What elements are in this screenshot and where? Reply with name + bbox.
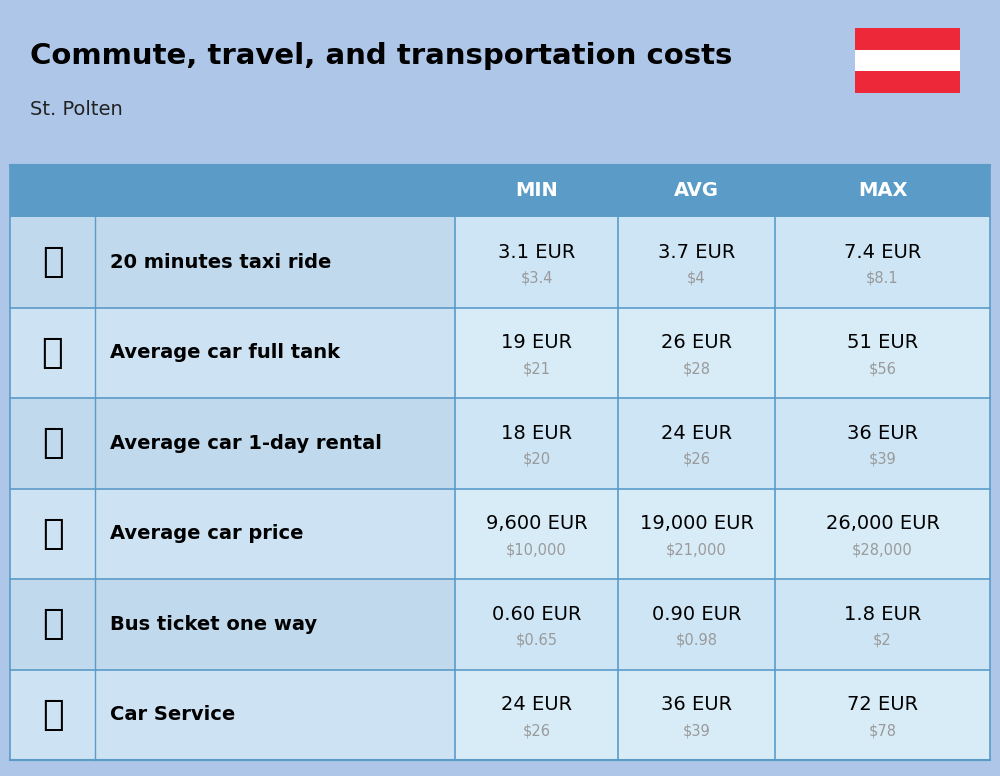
Bar bbox=[455, 670, 990, 760]
Text: $4: $4 bbox=[687, 271, 706, 286]
Text: MAX: MAX bbox=[858, 182, 907, 200]
Text: $28: $28 bbox=[682, 362, 710, 376]
Bar bbox=[10, 165, 990, 217]
Text: $2: $2 bbox=[873, 632, 892, 648]
Bar bbox=[855, 71, 960, 93]
Text: 🚖: 🚖 bbox=[42, 245, 63, 279]
Text: 18 EUR: 18 EUR bbox=[501, 424, 572, 443]
Text: 🚗: 🚗 bbox=[42, 517, 63, 551]
Text: $0.98: $0.98 bbox=[676, 632, 718, 648]
Bar bbox=[10, 670, 455, 760]
Text: 7.4 EUR: 7.4 EUR bbox=[844, 243, 921, 262]
Text: St. Polten: St. Polten bbox=[30, 100, 123, 119]
Text: 9,600 EUR: 9,600 EUR bbox=[486, 514, 587, 533]
Text: Bus ticket one way: Bus ticket one way bbox=[110, 615, 317, 634]
Bar bbox=[455, 489, 990, 579]
Text: $26: $26 bbox=[522, 723, 550, 738]
Text: $39: $39 bbox=[869, 452, 896, 466]
Text: $10,000: $10,000 bbox=[506, 542, 567, 557]
Text: 0.60 EUR: 0.60 EUR bbox=[492, 605, 581, 624]
Bar bbox=[10, 579, 455, 670]
Text: Commute, travel, and transportation costs: Commute, travel, and transportation cost… bbox=[30, 42, 732, 70]
Text: 19 EUR: 19 EUR bbox=[501, 333, 572, 352]
Text: 3.7 EUR: 3.7 EUR bbox=[658, 243, 735, 262]
Text: MIN: MIN bbox=[515, 182, 558, 200]
Text: 🚌: 🚌 bbox=[42, 608, 63, 641]
Text: $39: $39 bbox=[683, 723, 710, 738]
Bar bbox=[10, 489, 455, 579]
Text: 36 EUR: 36 EUR bbox=[847, 424, 918, 443]
Text: 24 EUR: 24 EUR bbox=[661, 424, 732, 443]
Text: 24 EUR: 24 EUR bbox=[501, 695, 572, 714]
Text: $21,000: $21,000 bbox=[666, 542, 727, 557]
Text: $26: $26 bbox=[682, 452, 710, 466]
Text: 0.90 EUR: 0.90 EUR bbox=[652, 605, 741, 624]
Text: 72 EUR: 72 EUR bbox=[847, 695, 918, 714]
Text: $56: $56 bbox=[869, 362, 896, 376]
Text: 🚗: 🚗 bbox=[42, 698, 63, 732]
Bar bbox=[10, 307, 455, 398]
Text: 1.8 EUR: 1.8 EUR bbox=[844, 605, 921, 624]
Bar bbox=[455, 579, 990, 670]
Text: Car Service: Car Service bbox=[110, 705, 235, 724]
Text: 19,000 EUR: 19,000 EUR bbox=[640, 514, 754, 533]
Text: Average car full tank: Average car full tank bbox=[110, 343, 340, 362]
Text: $3.4: $3.4 bbox=[520, 271, 553, 286]
Text: 20 minutes taxi ride: 20 minutes taxi ride bbox=[110, 253, 331, 272]
Text: 51 EUR: 51 EUR bbox=[847, 333, 918, 352]
Text: Average car price: Average car price bbox=[110, 525, 304, 543]
Bar bbox=[455, 307, 990, 398]
Bar bbox=[10, 217, 455, 307]
Text: 🚙: 🚙 bbox=[42, 426, 63, 460]
Text: 3.1 EUR: 3.1 EUR bbox=[498, 243, 575, 262]
Text: $8.1: $8.1 bbox=[866, 271, 899, 286]
Text: $28,000: $28,000 bbox=[852, 542, 913, 557]
Text: ⛽️: ⛽️ bbox=[42, 336, 63, 369]
Text: 26,000 EUR: 26,000 EUR bbox=[826, 514, 940, 533]
Bar bbox=[855, 50, 960, 71]
Text: $20: $20 bbox=[522, 452, 551, 466]
Text: $78: $78 bbox=[868, 723, 896, 738]
Text: 26 EUR: 26 EUR bbox=[661, 333, 732, 352]
Text: $21: $21 bbox=[522, 362, 550, 376]
Text: 36 EUR: 36 EUR bbox=[661, 695, 732, 714]
Bar bbox=[10, 398, 455, 489]
Text: $0.65: $0.65 bbox=[516, 632, 558, 648]
Bar bbox=[455, 217, 990, 307]
Text: AVG: AVG bbox=[674, 182, 719, 200]
Bar bbox=[855, 28, 960, 50]
Bar bbox=[455, 398, 990, 489]
Text: Average car 1-day rental: Average car 1-day rental bbox=[110, 434, 382, 452]
